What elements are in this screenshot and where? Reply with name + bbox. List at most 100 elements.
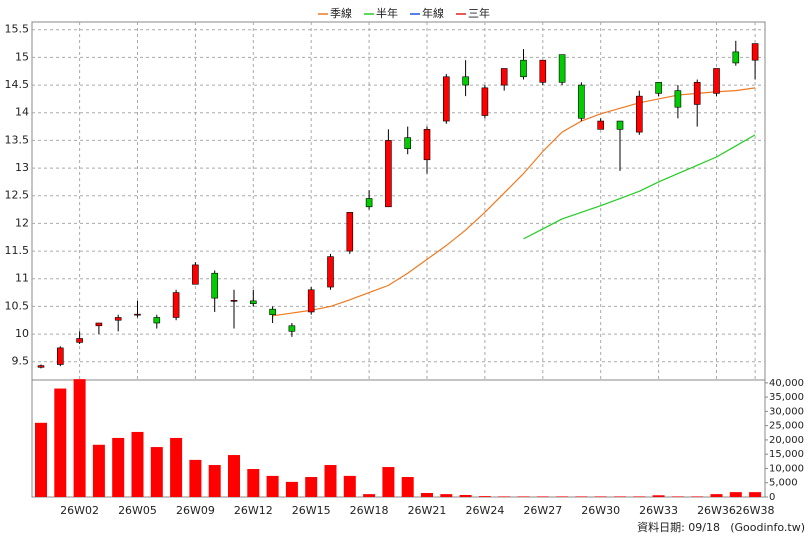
- legend-label: 年線: [422, 6, 444, 20]
- volume-bar: [324, 465, 337, 497]
- candle-body: [404, 137, 412, 150]
- legend-label: 三年: [468, 6, 490, 20]
- y-tick-label: 9.5: [12, 355, 30, 368]
- volume-bar: [671, 496, 684, 497]
- volume-bar: [150, 447, 163, 497]
- volume-bar: [691, 496, 704, 497]
- volume-bar: [498, 496, 511, 497]
- candle-body: [76, 338, 83, 343]
- y-tick-label: 13: [15, 161, 29, 174]
- x-tick-label: 26W15: [292, 504, 331, 517]
- x-tick-label: 26W38: [736, 504, 775, 517]
- volume-bar: [170, 437, 183, 497]
- candle-body: [500, 68, 508, 86]
- volume-bar: [421, 493, 433, 497]
- price-frame: [31, 21, 766, 381]
- x-tick-label: 26W18: [350, 504, 389, 517]
- candle-body: [597, 120, 605, 130]
- y2-tick-label: 25,000: [769, 421, 804, 432]
- volume-bar: [343, 475, 356, 497]
- volume-bar: [92, 444, 105, 497]
- candle-body: [192, 264, 199, 285]
- y2-tick-label: 0: [769, 492, 775, 503]
- y-tick-label: 10.5: [5, 299, 30, 312]
- candle-body: [134, 313, 141, 316]
- candle-body: [732, 51, 740, 64]
- y2-tick-label: 35,000: [769, 392, 804, 403]
- source: (Goodinfo.tw): [730, 521, 805, 534]
- y-tick-label: 11.5: [5, 244, 30, 257]
- volume-bar: [54, 388, 67, 497]
- candle-body: [578, 84, 585, 119]
- volume-bar: [285, 481, 298, 497]
- x-tick-label: 26W24: [465, 504, 504, 517]
- volume-bar: [382, 467, 395, 497]
- candle-body: [327, 256, 334, 288]
- legend-label: 季線: [330, 6, 352, 20]
- candle-body: [211, 272, 218, 299]
- volume-bar: [575, 496, 588, 497]
- y-tick-label: 13.5: [5, 133, 30, 146]
- candle-body: [462, 76, 469, 86]
- volume-bar: [517, 496, 530, 497]
- volume-bar: [208, 465, 221, 497]
- x-tick-label: 26W33: [639, 504, 678, 517]
- candle-body: [558, 54, 566, 83]
- volume-bar: [749, 492, 762, 497]
- volume-bar: [73, 379, 86, 497]
- y-tick-label: 12: [15, 216, 29, 229]
- volume-bar: [228, 455, 240, 497]
- x-tick-label: 26W02: [60, 504, 99, 517]
- y2-tick-label: 30,000: [769, 406, 804, 417]
- y2-tick-label: 15,000: [769, 449, 804, 460]
- volume-bar: [112, 437, 125, 497]
- candle-body: [713, 68, 720, 94]
- y-tick-label: 10: [15, 327, 29, 340]
- y-tick-label: 15.5: [5, 23, 30, 36]
- y-tick-label: 14.5: [5, 78, 30, 91]
- candle-body: [230, 300, 238, 302]
- candle-body: [385, 140, 392, 208]
- volume-bar: [652, 495, 665, 497]
- candle-body: [365, 198, 373, 208]
- y2-tick-label: 5,000: [769, 478, 798, 489]
- legend-label: 半年: [376, 6, 398, 20]
- y-tick-label: 15: [15, 50, 29, 63]
- volume-bar: [594, 496, 607, 497]
- x-tick-label: 26W27: [523, 504, 562, 517]
- candle-body: [172, 292, 180, 318]
- y-tick-label: 12.5: [5, 189, 30, 202]
- volume-bar: [35, 422, 47, 497]
- candle-body: [751, 43, 759, 61]
- candle-body: [616, 120, 624, 130]
- volume-bar: [710, 494, 723, 497]
- volume-bar: [556, 496, 569, 497]
- volume-bar: [536, 496, 549, 497]
- volume-bar: [305, 477, 318, 497]
- candle-body: [307, 289, 315, 313]
- volume-bar: [478, 496, 491, 497]
- ma-line: [523, 134, 756, 240]
- y-tick-label: 14: [15, 106, 29, 119]
- candle-body: [655, 82, 662, 94]
- volume-bar: [131, 431, 144, 497]
- candle-body: [153, 317, 161, 324]
- x-tick-label: 26W12: [234, 504, 273, 517]
- volume-frame: [31, 379, 766, 498]
- candle-body: [95, 322, 103, 327]
- volume-bar: [614, 496, 626, 497]
- volume-bar: [189, 459, 202, 497]
- volume-bar: [633, 496, 646, 497]
- candle-body: [346, 212, 354, 252]
- candle-body: [423, 129, 431, 161]
- y-tick-label: 11: [15, 272, 29, 285]
- volume-bar: [247, 469, 260, 497]
- x-tick-label: 26W09: [176, 504, 215, 517]
- candle-body: [56, 347, 64, 365]
- candle-body: [520, 59, 527, 78]
- volume-bar: [459, 495, 472, 497]
- candle-body: [481, 87, 489, 116]
- volume-bar: [440, 494, 453, 497]
- x-tick-label: 26W30: [581, 504, 620, 517]
